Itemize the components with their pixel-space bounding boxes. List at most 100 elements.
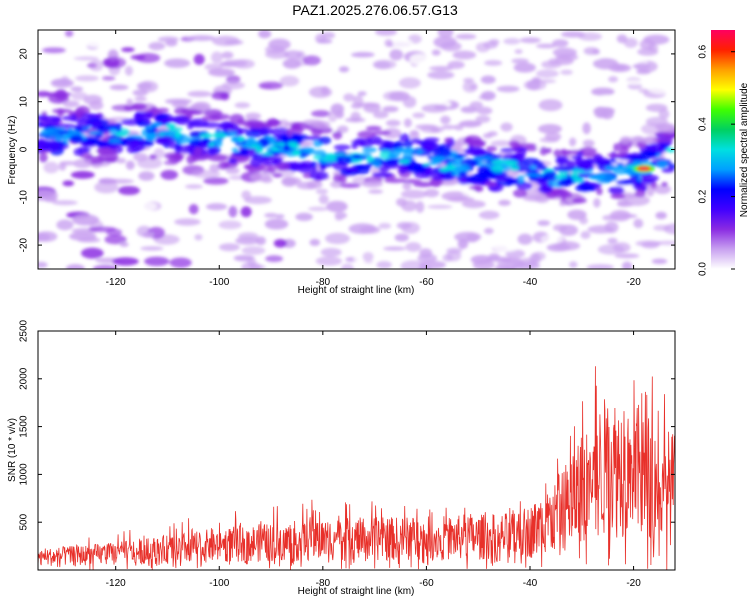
heatmap-cell [308, 206, 329, 212]
heatmap-cell [335, 45, 358, 55]
heatmap-cell [583, 47, 600, 56]
heatmap-cell [394, 233, 409, 242]
heatmap-cell [254, 147, 264, 153]
heatmap-cell [415, 201, 425, 213]
heatmap-cell [427, 160, 443, 166]
heatmap-cell [638, 150, 657, 160]
heatmap-cell [81, 247, 104, 259]
heatmap-cell [219, 61, 238, 67]
heatmap-cell [273, 142, 286, 146]
heatmap-cell [381, 159, 399, 167]
heatmap-cell [378, 222, 392, 230]
heatmap-cell [362, 252, 374, 262]
heatmap-cell [145, 125, 154, 131]
heatmap-cell [484, 181, 498, 188]
heatmap-cell [38, 232, 51, 242]
heatmap-cell [102, 56, 127, 69]
heatmap-cell [480, 90, 496, 101]
heatmap-cell [433, 36, 457, 49]
heatmap-cell [569, 261, 578, 269]
heatmap-cell [193, 53, 205, 65]
heatmap-cell [635, 240, 662, 247]
heatmap-cell [668, 163, 675, 170]
heatmap-cell [468, 185, 483, 190]
heatmap-cell [334, 155, 353, 166]
heatmap-cell [447, 196, 475, 203]
heatmap-cell [368, 189, 384, 194]
heatmap-cell [310, 161, 318, 168]
heatmap-cell [437, 30, 454, 38]
heatmap-cell [552, 165, 575, 172]
heatmap-cell [181, 107, 194, 115]
heatmap-cell [73, 56, 99, 61]
heatmap-cell [607, 237, 618, 244]
heatmap-cell [104, 234, 127, 245]
heatmap-cell [211, 91, 229, 100]
heatmap-cell [493, 231, 509, 243]
heatmap-cell [277, 113, 301, 120]
x-tick-label: -40 [523, 277, 538, 288]
heatmap-cell [452, 50, 477, 60]
heatmap-cell [163, 130, 172, 137]
heatmap-cell [238, 143, 252, 148]
colorbar: 0.0 0.2 0.4 0.6 Normalized spectral amplitu… [698, 30, 750, 276]
colorbar-label: Normalized spectral amplitude [739, 82, 750, 217]
y-tick-label: 500 [19, 513, 30, 530]
heatmap-cell [97, 124, 111, 133]
heatmap-cell [277, 102, 295, 110]
heatmap-cell [590, 157, 610, 165]
heatmap-cell [510, 165, 520, 172]
heatmap-cell [366, 156, 375, 163]
heatmap-cell [228, 205, 238, 218]
heatmap-cell [319, 65, 337, 76]
heatmap-cell [514, 49, 523, 54]
heatmap-cell [343, 93, 355, 102]
heatmap-cell [538, 99, 563, 112]
heatmap-cell [95, 148, 113, 154]
heatmap-cell [312, 149, 326, 156]
heatmap-cell [177, 144, 195, 153]
heatmap-cell [579, 216, 588, 225]
heatmap-cell [289, 144, 302, 148]
heatmap-cell [569, 137, 577, 147]
heatmap-cell [517, 233, 533, 245]
heatmap-cell [317, 39, 333, 44]
heatmap-cell [348, 223, 377, 235]
heatmap-cell [665, 148, 675, 153]
heatmap-cell [555, 155, 570, 165]
heatmap-cell [72, 214, 100, 226]
heatmap-cell [495, 176, 510, 181]
heatmap-cell [511, 58, 529, 64]
heatmap-cell [536, 176, 543, 185]
heatmap-cell [231, 147, 240, 152]
heatmap-cell [458, 163, 469, 171]
heatmap-y-label: Frequency (Hz) [7, 116, 18, 185]
heatmap-cell [270, 147, 280, 151]
heatmap-cell [580, 231, 591, 239]
heatmap-cell [494, 264, 517, 269]
heatmap-cell [83, 142, 95, 148]
heatmap-cell [513, 189, 528, 198]
heatmap-cell [409, 53, 430, 66]
heatmap-cell [350, 51, 375, 58]
heatmap-blobs [38, 30, 675, 269]
heatmap-cell [403, 138, 413, 149]
heatmap-cell [318, 136, 332, 145]
heatmap-cell [442, 254, 453, 262]
heatmap-cell [341, 263, 354, 269]
heatmap-cell [107, 123, 119, 129]
snr-y-label: SNR (10 * v/v) [7, 418, 18, 482]
heatmap-cell [315, 188, 328, 195]
heatmap-cell [273, 238, 287, 248]
heatmap-cell [407, 166, 429, 174]
heatmap-cell [637, 138, 657, 143]
heatmap-cell [475, 161, 491, 168]
x-tick-label: -80 [316, 277, 331, 288]
heatmap-cell [187, 90, 212, 98]
heatmap-cell [411, 138, 422, 144]
heatmap-cell [104, 156, 119, 163]
x-tick-label: -40 [523, 578, 538, 589]
heatmap-cell [538, 185, 552, 193]
heatmap-cell [309, 171, 329, 181]
heatmap-cell [362, 147, 377, 153]
